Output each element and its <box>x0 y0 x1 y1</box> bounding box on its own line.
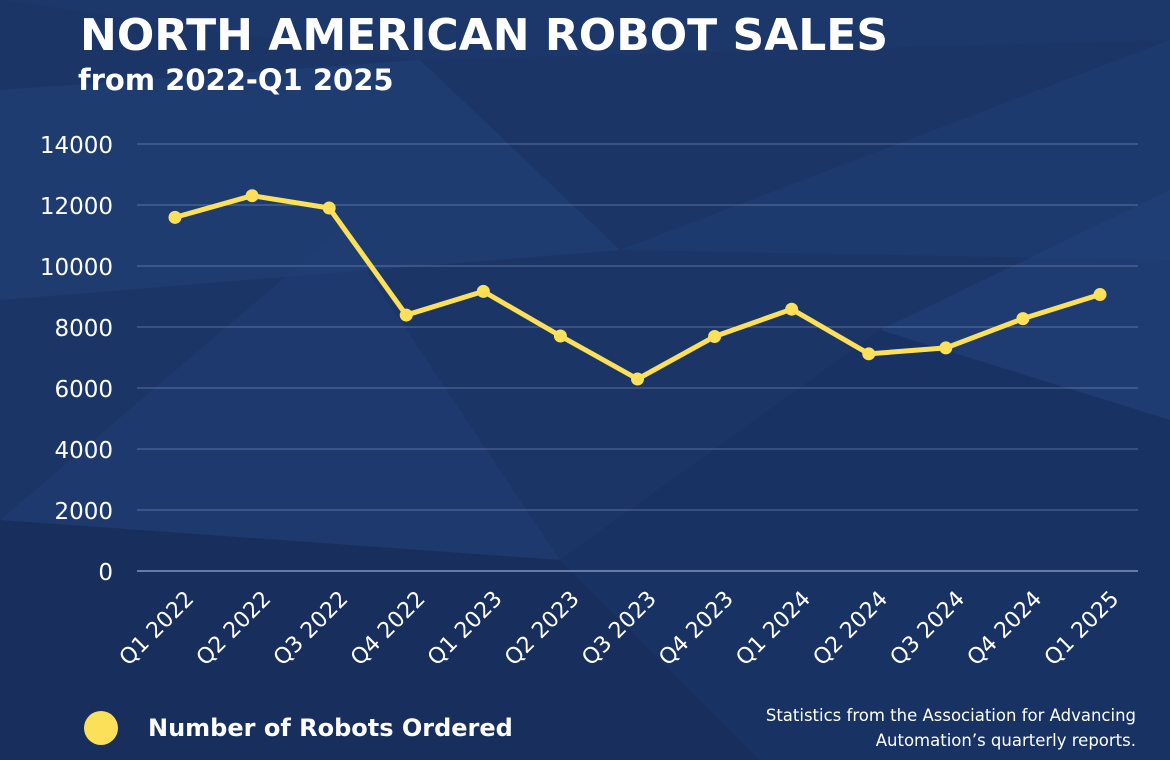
chart-title: NORTH AMERICAN ROBOT SALES <box>80 10 889 61</box>
x-tick-label-q4-2023: Q4 2023 <box>654 587 738 671</box>
source-note-line-1: Statistics from the Association for Adva… <box>765 706 1136 725</box>
source-note-line-2: Automation’s quarterly reports. <box>875 731 1136 750</box>
data-point-q4-2022 <box>399 308 413 322</box>
y-axis-tick-labels: 0 2000 4000 6000 8000 10000 12000 14000 <box>40 133 113 586</box>
y-tick-label-2000: 2000 <box>54 499 113 525</box>
legend-swatch-circle <box>84 711 118 745</box>
y-tick-label-12000: 12000 <box>40 194 113 220</box>
data-point-q4-2024 <box>1016 312 1030 326</box>
y-tick-label-10000: 10000 <box>40 255 113 281</box>
x-tick-label-q4-2022: Q4 2022 <box>346 587 430 671</box>
y-tick-label-4000: 4000 <box>54 438 113 464</box>
data-point-q2-2022 <box>245 189 259 203</box>
data-point-q1-2022 <box>168 210 182 224</box>
data-point-q4-2023 <box>708 330 722 344</box>
series-line-0 <box>172 193 1103 382</box>
data-point-q1-2023 <box>476 284 490 298</box>
y-tick-label-14000: 14000 <box>40 133 113 159</box>
data-point-q1-2024 <box>785 302 799 316</box>
x-tick-label-q3-2023: Q3 2023 <box>577 587 661 671</box>
x-tick-label-q3-2022: Q3 2022 <box>269 587 353 671</box>
data-point-q3-2024 <box>939 341 953 355</box>
x-tick-label-q2-2023: Q2 2023 <box>500 587 584 671</box>
series-line-group <box>172 193 1103 382</box>
x-tick-label-q1-2024: Q1 2024 <box>732 587 816 671</box>
data-point-q1-2025 <box>1093 288 1107 302</box>
data-point-q3-2023 <box>631 372 644 386</box>
x-tick-label-q2-2022: Q2 2022 <box>192 587 276 671</box>
x-tick-label-q1-2022: Q1 2022 <box>115 587 199 671</box>
y-tick-label-0: 0 <box>98 560 113 586</box>
gridlines <box>137 143 1138 572</box>
legend: Number of Robots Ordered <box>84 708 513 748</box>
y-tick-label-8000: 8000 <box>54 316 113 342</box>
x-tick-label-q1-2023: Q1 2023 <box>423 587 507 671</box>
source-note: Statistics from the Association for Adva… <box>616 703 1136 753</box>
x-tick-label-q1-2025: Q1 2025 <box>1040 587 1124 671</box>
x-tick-label-q2-2024: Q2 2024 <box>809 587 893 671</box>
x-tick-label-q3-2024: Q3 2024 <box>886 587 970 671</box>
data-point-q3-2022 <box>322 201 336 215</box>
data-point-q2-2024 <box>862 347 876 361</box>
legend-label: Number of Robots Ordered <box>148 714 513 742</box>
data-points <box>168 189 1107 386</box>
data-point-q2-2023 <box>553 329 567 343</box>
x-tick-label-q4-2024: Q4 2024 <box>963 587 1047 671</box>
y-tick-label-6000: 6000 <box>54 377 113 403</box>
chart-subtitle: from 2022-Q1 2025 <box>78 63 394 97</box>
